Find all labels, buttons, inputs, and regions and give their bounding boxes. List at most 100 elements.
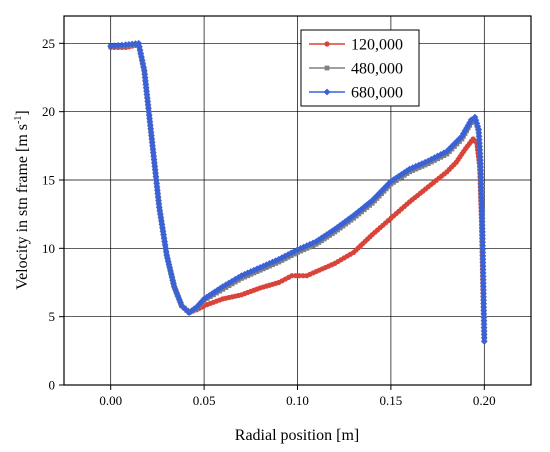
data-point — [476, 149, 484, 157]
data-point — [475, 136, 483, 144]
data-point — [156, 207, 164, 215]
x-axis-title: Radial position [m] — [235, 427, 359, 444]
data-point — [480, 320, 488, 328]
data-point — [147, 128, 155, 136]
data-point — [476, 156, 484, 164]
data-point — [477, 167, 485, 174]
data-point — [385, 180, 392, 188]
data-point — [269, 258, 276, 266]
data-point — [140, 67, 148, 75]
data-point — [480, 286, 487, 294]
data-point — [139, 60, 147, 68]
y-tick-label: 10 — [42, 241, 55, 256]
data-point — [479, 238, 487, 246]
data-point — [443, 147, 451, 155]
data-point — [152, 173, 160, 180]
data-point — [312, 238, 320, 245]
data-point — [479, 276, 487, 284]
data-point — [380, 185, 388, 192]
data-point — [463, 124, 470, 132]
data-point — [336, 221, 344, 229]
series-layer — [107, 39, 488, 345]
data-point — [451, 140, 458, 148]
data-point — [145, 108, 153, 116]
legend-swatch-marker — [323, 88, 331, 96]
y-axis-title-tail: ] — [14, 110, 31, 115]
data-point — [161, 241, 169, 249]
data-point — [146, 118, 154, 126]
data-point — [315, 236, 323, 244]
data-point — [154, 186, 161, 194]
data-point — [318, 234, 325, 242]
data-point — [118, 41, 126, 49]
data-point — [122, 41, 130, 49]
data-point — [154, 193, 162, 201]
data-point — [114, 41, 122, 49]
legend-label: 480,000 — [351, 61, 403, 78]
data-point — [234, 274, 242, 281]
data-point — [476, 143, 484, 150]
data-point — [167, 270, 175, 278]
data-point — [479, 279, 487, 287]
grid-lines — [64, 16, 531, 385]
data-point — [152, 169, 159, 177]
data-point — [155, 200, 163, 208]
data-point — [151, 162, 159, 170]
data-point — [473, 119, 481, 127]
data-point — [107, 42, 115, 50]
series-3 — [107, 39, 488, 345]
data-point — [440, 149, 448, 157]
data-point — [159, 224, 166, 232]
data-point — [157, 214, 165, 221]
data-point — [363, 201, 371, 209]
data-point — [173, 289, 181, 297]
y-axis-title-main: Velocity in stn frame [m s — [14, 124, 31, 290]
data-point — [339, 219, 347, 227]
data-point — [294, 246, 301, 254]
data-point — [178, 302, 186, 310]
data-point — [448, 142, 456, 150]
y-tick-label: 0 — [49, 378, 56, 393]
data-point — [164, 254, 171, 262]
legend: 120,000 480,000 680,000 — [300, 29, 420, 107]
data-point — [421, 158, 429, 166]
data-point — [480, 310, 488, 318]
data-point — [378, 187, 385, 195]
data-point — [141, 74, 149, 81]
data-point — [477, 177, 485, 185]
data-point — [155, 203, 163, 211]
data-point — [480, 327, 488, 335]
x-tick-label: 0.10 — [286, 393, 309, 408]
data-point — [320, 232, 328, 240]
data-point — [158, 221, 166, 228]
data-point — [150, 156, 158, 163]
data-point — [222, 281, 230, 289]
data-point — [143, 87, 150, 95]
data-point — [400, 169, 408, 176]
data-point — [188, 307, 196, 315]
data-point — [358, 205, 365, 213]
data-point — [480, 296, 487, 304]
data-point — [334, 223, 341, 231]
data-point — [111, 42, 118, 50]
data-point — [480, 337, 488, 345]
data-point — [290, 247, 298, 255]
data-point — [149, 145, 157, 153]
data-point — [146, 121, 154, 129]
data-point — [180, 304, 188, 312]
data-point — [174, 292, 182, 300]
data-point — [177, 299, 184, 306]
data-point — [478, 204, 486, 212]
data-point — [479, 245, 487, 253]
data-point — [479, 269, 487, 277]
data-point — [480, 317, 488, 325]
y-tick-label: 5 — [49, 309, 56, 324]
data-point — [467, 116, 475, 124]
data-point — [125, 40, 133, 48]
data-point — [478, 190, 485, 198]
data-point — [479, 235, 486, 243]
data-point — [300, 273, 306, 279]
legend-label: 680,000 — [351, 85, 403, 102]
data-point — [155, 197, 162, 204]
data-point — [144, 101, 152, 109]
